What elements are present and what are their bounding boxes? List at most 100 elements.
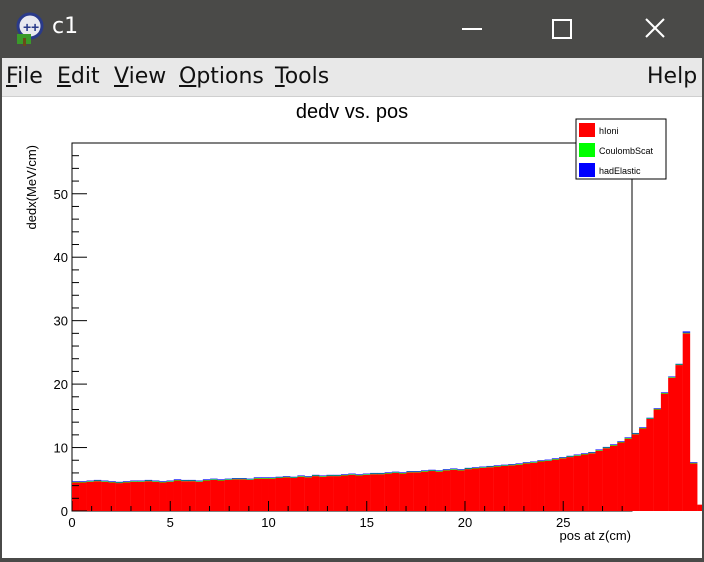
bar-hadElastic-45 [399,472,407,473]
bar-CoulombScat-60 [508,464,516,466]
minimize-button[interactable] [452,10,492,48]
bar-hadElastic-57 [486,465,494,467]
bar-CoulombScat-83 [675,364,683,366]
bar-hadElastic-80 [653,408,662,409]
bar-hadElastic-3 [93,479,102,481]
bar-hadElastic-52 [450,468,458,470]
bar-CoulombScat-55 [471,467,480,469]
bar-hadElastic-0 [72,481,80,482]
bar-hIoni-67 [559,458,567,511]
bar-hadElastic-9 [137,480,145,482]
bar-hIoni-54 [464,469,473,511]
bar-hIoni-68 [566,457,574,511]
bar-hadElastic-11 [151,480,160,482]
menu-options[interactable]: Options [179,64,264,89]
bar-hIoni-32 [304,477,313,511]
bar-hIoni-24 [246,479,254,511]
bar-CoulombScat-43 [384,472,393,474]
y-tick-label: 40 [54,250,68,265]
bar-hIoni-4 [101,481,109,511]
y-axis-label: dedx(MeV/cm) [24,145,39,230]
bar-CoulombScat-31 [297,476,305,477]
bar-hadElastic-34 [319,475,327,477]
bar-CoulombScat-51 [442,469,451,471]
plot-canvas[interactable]: dedv vs. pos 0 5 10 15 20 25 0 10 20 30 40 50 dedx(… [2,97,704,558]
bar-hIoni-42 [377,474,385,511]
bar-CoulombScat-58 [493,465,502,467]
bar-hadElastic-43 [384,472,393,473]
bar-CoulombScat-76 [624,438,632,439]
bar-hIoni-71 [588,453,596,511]
bar-hIoni-76 [624,438,632,511]
bar-CoulombScat-85 [689,462,698,464]
bar-hadElastic-39 [355,474,364,475]
bar-hIoni-36 [333,476,342,511]
bar-hadElastic-60 [508,464,516,465]
bar-hIoni-86 [697,504,704,511]
bar-CoulombScat-73 [602,447,611,449]
bar-CoulombScat-63 [530,462,538,463]
x-tick-label: 25 [556,515,570,530]
bar-hIoni-50 [435,471,443,511]
bar-CoulombScat-50 [435,471,443,472]
menu-tools[interactable]: Tools [275,64,330,89]
bar-CoulombScat-33 [311,475,320,477]
bar-hadElastic-5 [108,481,116,482]
bar-CoulombScat-29 [282,476,291,478]
bar-CoulombScat-69 [573,455,582,456]
bar-hIoni-83 [675,365,683,511]
menu-file[interactable]: File [6,64,43,89]
bar-hadElastic-66 [551,458,560,459]
bar-hadElastic-4 [101,480,109,482]
bar-hadElastic-50 [435,470,443,472]
bar-CoulombScat-46 [406,471,414,473]
bar-CoulombScat-74 [609,445,618,446]
bar-hIoni-84 [682,333,691,511]
bar-CoulombScat-68 [566,456,574,458]
bar-hadElastic-74 [609,444,618,446]
bar-hadElastic-17 [195,480,204,482]
menu-edit[interactable]: Edit [57,64,100,89]
bar-CoulombScat-38 [348,474,356,475]
bar-hIoni-82 [668,377,676,511]
bar-hadElastic-85 [689,462,698,463]
bar-hadElastic-7 [122,481,131,482]
bar-hadElastic-62 [522,462,531,463]
bar-hadElastic-12 [159,481,167,482]
bar-hadElastic-84 [682,331,691,333]
bar-hIoni-53 [457,470,465,511]
bar-hIoni-1 [79,482,87,511]
bar-CoulombScat-17 [195,481,204,482]
bar-hIoni-25 [253,478,262,511]
bar-hadElastic-42 [377,472,385,474]
menu-view[interactable]: View [114,64,167,89]
close-button[interactable] [636,10,676,48]
maximize-button[interactable] [542,10,582,48]
bar-hIoni-47 [413,472,422,511]
close-icon [645,18,665,38]
bar-CoulombScat-52 [450,469,458,470]
menu-help[interactable]: Help [647,64,698,89]
bar-hadElastic-32 [304,476,313,477]
window-titlebar[interactable]: + + c1 [0,0,704,58]
bar-hIoni-27 [268,478,276,511]
bar-hadElastic-70 [580,453,589,454]
bar-CoulombScat-25 [253,478,262,479]
bar-hIoni-72 [595,450,603,511]
bar-CoulombScat-35 [326,475,334,477]
y-tick-label: 50 [54,187,68,202]
bar-CoulombScat-65 [544,460,553,461]
bar-hadElastic-14 [173,479,182,480]
bar-hIoni-23 [239,479,247,511]
legend-label: hadElastic [599,166,641,176]
bar-CoulombScat-4 [101,481,109,482]
bar-CoulombScat-54 [464,468,473,470]
bar-CoulombScat-9 [137,481,145,482]
bar-CoulombScat-34 [319,476,327,477]
bar-CoulombScat-79 [646,418,654,419]
y-tick-label: 20 [54,377,68,392]
bar-CoulombScat-23 [239,478,247,480]
bar-hIoni-57 [486,467,494,511]
bar-CoulombScat-70 [580,453,589,455]
bar-CoulombScat-81 [660,392,669,394]
